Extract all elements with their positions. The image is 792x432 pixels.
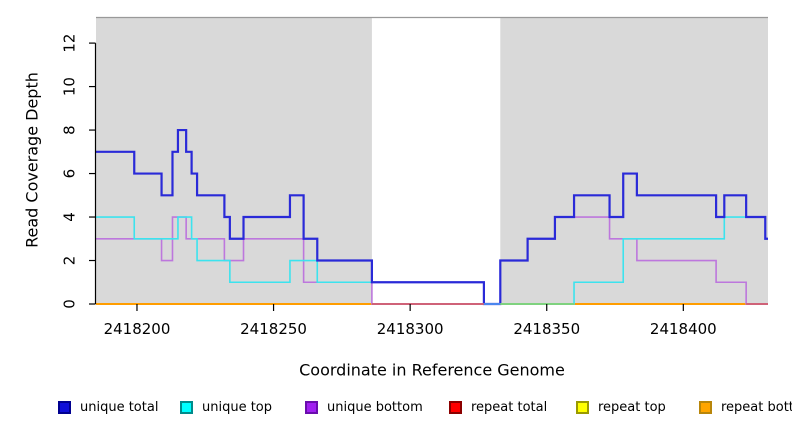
legend: unique total unique top unique bottom re… (0, 399, 792, 421)
legend-item-unique-total: unique total (58, 399, 158, 415)
legend-label: unique total (80, 399, 159, 415)
y-tick-label: 10 (61, 77, 79, 96)
legend-item-unique-bottom: unique bottom (305, 399, 423, 415)
legend-label: repeat bottom (721, 399, 792, 415)
legend-label: unique top (202, 399, 273, 415)
x-axis-label: Coordinate in Reference Genome (299, 360, 565, 380)
series-line-unique-total (96, 128, 768, 306)
legend-swatch-repeat-total (449, 400, 462, 414)
series-line-unique-top (96, 216, 768, 305)
y-tick-label: 4 (61, 212, 79, 222)
uncovered-region (371, 17, 501, 304)
legend-swatch-repeat-top (576, 400, 589, 414)
legend-item-repeat-top: repeat top (576, 399, 666, 415)
x-tick-label: 2418250 (240, 320, 307, 338)
y-tick-label: 6 (61, 169, 79, 179)
legend-label: repeat total (471, 399, 548, 415)
legend-label: repeat top (598, 399, 666, 415)
x-tick-label: 2418300 (377, 320, 444, 338)
legend-swatch-unique-top (180, 400, 193, 414)
legend-item-repeat-bottom: repeat bottom (699, 399, 792, 415)
x-tick-label: 2418200 (104, 320, 171, 338)
legend-swatch-unique-bottom (305, 400, 318, 414)
y-tick-label: 0 (61, 299, 79, 309)
y-tick-label: 12 (61, 34, 79, 53)
legend-item-repeat-total: repeat total (449, 399, 547, 415)
y-axis-label: Read Coverage Depth (22, 72, 42, 248)
x-tick-label: 2418350 (513, 320, 580, 338)
legend-swatch-unique-total (58, 400, 71, 414)
legend-item-unique-top: unique top (180, 399, 272, 415)
y-tick-label: 8 (61, 125, 79, 135)
x-tick-label: 2418400 (650, 320, 717, 338)
y-tick-label: 2 (61, 256, 79, 266)
legend-label: unique bottom (327, 399, 423, 415)
legend-swatch-repeat-bottom (699, 400, 712, 414)
